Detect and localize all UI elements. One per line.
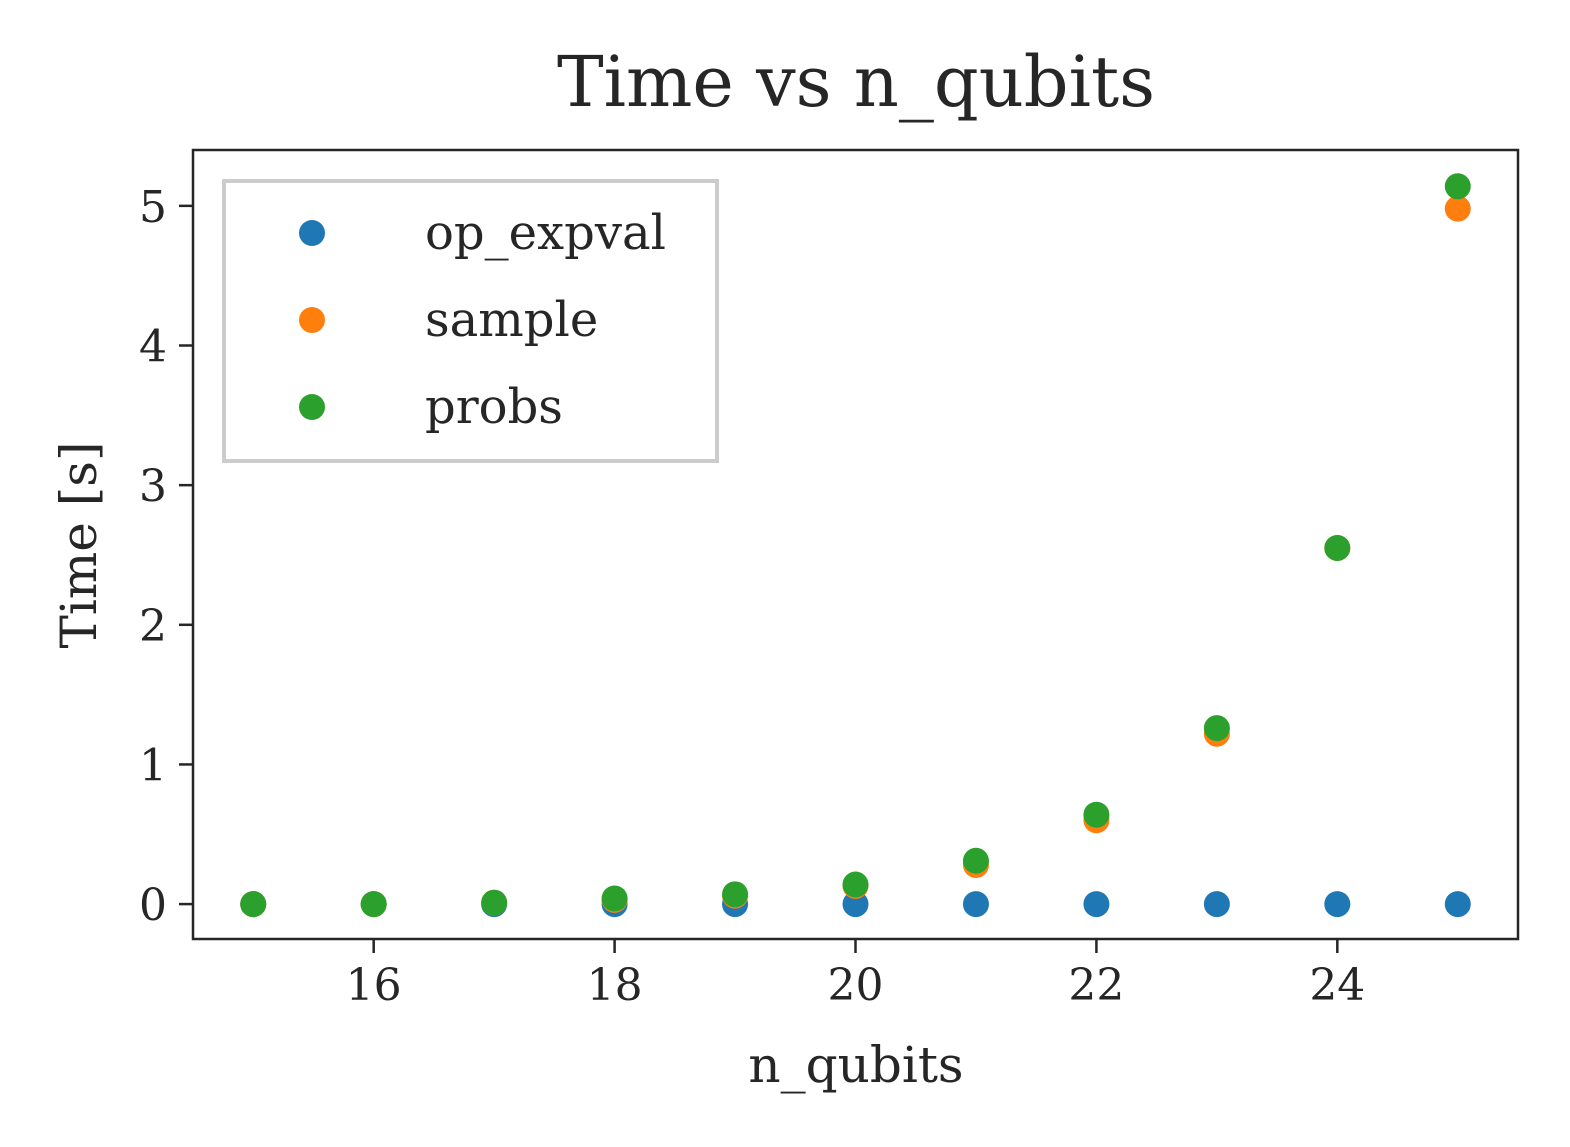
data-point bbox=[481, 889, 508, 916]
data-point bbox=[962, 847, 989, 874]
data-point bbox=[962, 891, 989, 918]
y-tick-label: 5 bbox=[139, 182, 167, 233]
chart-title: Time vs n_qubits bbox=[557, 41, 1155, 123]
x-axis: 16 18 20 22 24 bbox=[346, 939, 1365, 1011]
data-point bbox=[1444, 891, 1471, 918]
data-point bbox=[1203, 715, 1230, 742]
y-tick-label: 0 bbox=[139, 880, 167, 931]
data-point bbox=[360, 891, 387, 918]
data-point bbox=[842, 891, 869, 918]
x-tick-label: 22 bbox=[1068, 960, 1124, 1011]
series-probs bbox=[240, 173, 1471, 918]
y-tick-label: 3 bbox=[139, 461, 167, 512]
data-point bbox=[1444, 195, 1471, 222]
legend-marker bbox=[299, 220, 325, 246]
data-point bbox=[601, 885, 628, 912]
plot-area: 16 18 20 22 24 0 1 2 3 4 5 bbox=[139, 148, 1520, 1011]
data-point bbox=[1203, 891, 1230, 918]
legend-label: sample bbox=[425, 292, 598, 348]
x-tick-label: 18 bbox=[587, 960, 643, 1011]
y-axis: 0 1 2 3 4 5 bbox=[139, 182, 193, 931]
legend-marker bbox=[299, 394, 325, 420]
legend-label: probs bbox=[425, 379, 563, 435]
legend-marker bbox=[299, 307, 325, 333]
y-tick-label: 2 bbox=[139, 601, 167, 652]
data-point bbox=[842, 871, 869, 898]
data-point bbox=[1083, 891, 1110, 918]
x-tick-label: 20 bbox=[828, 960, 884, 1011]
y-tick-label: 4 bbox=[139, 322, 167, 373]
y-axis-label: Time [s] bbox=[50, 442, 108, 649]
x-tick-label: 16 bbox=[346, 960, 402, 1011]
data-point bbox=[1324, 891, 1351, 918]
x-tick-label: 24 bbox=[1309, 960, 1365, 1011]
data-point bbox=[1324, 534, 1351, 561]
y-tick-label: 1 bbox=[139, 740, 167, 791]
data-point bbox=[240, 891, 267, 918]
legend-label: op_expval bbox=[425, 205, 666, 261]
data-point bbox=[722, 881, 749, 908]
data-point bbox=[1444, 173, 1471, 200]
data-points bbox=[240, 173, 1471, 918]
x-axis-label: n_qubits bbox=[748, 1036, 963, 1094]
data-point bbox=[1083, 801, 1110, 828]
